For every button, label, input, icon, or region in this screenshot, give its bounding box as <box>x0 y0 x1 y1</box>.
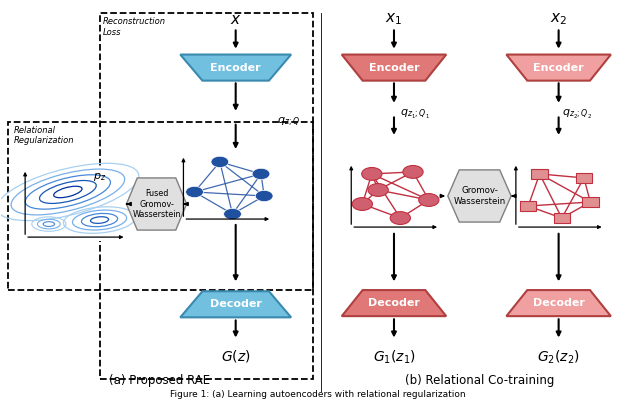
Polygon shape <box>127 178 186 230</box>
Text: Fused
Gromov-
Wasserstein: Fused Gromov- Wasserstein <box>132 189 181 219</box>
Bar <box>576 173 592 183</box>
Text: Encoder: Encoder <box>211 63 261 73</box>
Text: $q_{z_2;Q_2}$: $q_{z_2;Q_2}$ <box>562 108 591 121</box>
Bar <box>8 122 313 290</box>
Text: $x_1$: $x_1$ <box>385 12 403 27</box>
Text: Decoder: Decoder <box>210 299 261 309</box>
Text: Gromov-
Wasserstein: Gromov- Wasserstein <box>453 186 506 206</box>
Polygon shape <box>342 290 446 316</box>
Polygon shape <box>180 291 291 318</box>
Text: Reconstruction
Loss: Reconstruction Loss <box>102 17 166 37</box>
Text: $q_{z;Q}$: $q_{z;Q}$ <box>277 116 300 129</box>
Text: Decoder: Decoder <box>368 298 420 308</box>
Circle shape <box>186 186 204 198</box>
Bar <box>582 197 598 207</box>
Polygon shape <box>506 290 611 316</box>
Text: $x_2$: $x_2$ <box>550 12 567 27</box>
Text: $p_z$: $p_z$ <box>93 171 106 183</box>
Circle shape <box>418 194 439 206</box>
Text: Figure 1: (a) Learning autoencoders with relational regularization: Figure 1: (a) Learning autoencoders with… <box>170 389 466 399</box>
Text: $G_1(z_1)$: $G_1(z_1)$ <box>373 348 415 366</box>
Text: $q_{z_1;Q_1}$: $q_{z_1;Q_1}$ <box>400 108 431 121</box>
Text: (b) Relational Co-training: (b) Relational Co-training <box>404 374 554 387</box>
Text: Decoder: Decoder <box>533 298 584 308</box>
Bar <box>19 167 130 241</box>
Circle shape <box>252 168 270 179</box>
Polygon shape <box>180 55 291 81</box>
Circle shape <box>211 156 229 168</box>
Circle shape <box>362 168 382 180</box>
Text: $G_2(z_2)$: $G_2(z_2)$ <box>537 348 580 366</box>
Circle shape <box>352 198 373 210</box>
Bar <box>553 213 570 223</box>
Polygon shape <box>448 170 511 222</box>
Bar <box>532 169 548 179</box>
Bar <box>520 201 536 211</box>
Bar <box>100 13 313 379</box>
Circle shape <box>391 212 410 225</box>
Text: $G(z)$: $G(z)$ <box>221 348 251 364</box>
Text: Encoder: Encoder <box>534 63 584 73</box>
Circle shape <box>255 190 273 202</box>
Circle shape <box>368 183 389 196</box>
Text: (a) Proposed RAE: (a) Proposed RAE <box>109 374 211 387</box>
Circle shape <box>224 208 242 220</box>
Circle shape <box>403 166 423 178</box>
Text: Encoder: Encoder <box>369 63 419 73</box>
Polygon shape <box>506 55 611 81</box>
Text: $x$: $x$ <box>230 12 242 27</box>
Polygon shape <box>342 55 446 81</box>
Text: Relational
Regularization: Relational Regularization <box>14 126 74 145</box>
